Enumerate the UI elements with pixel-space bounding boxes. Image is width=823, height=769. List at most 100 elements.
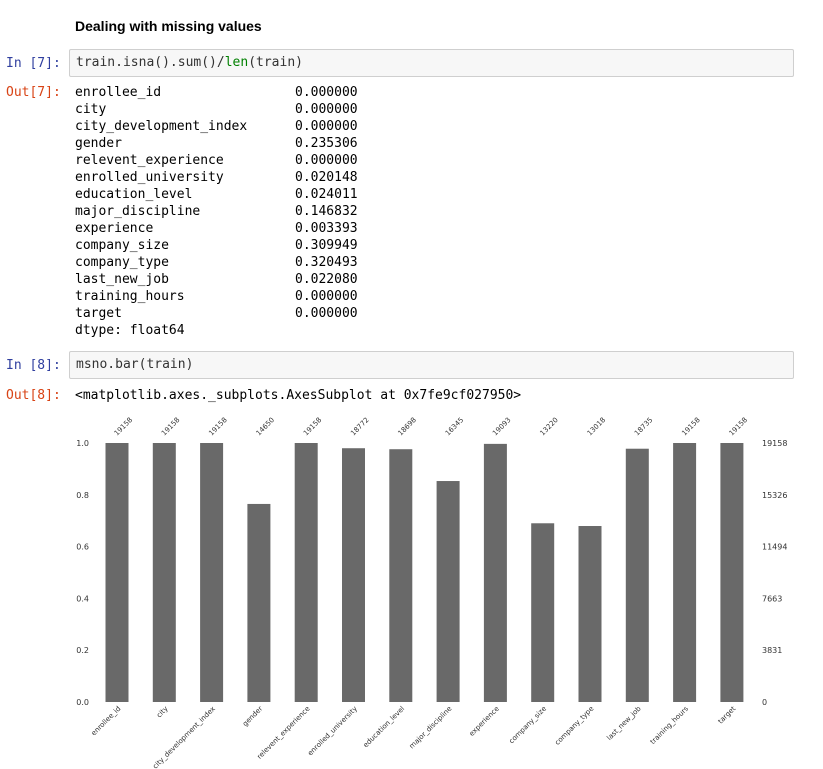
left-tick-label: 0.4	[76, 594, 89, 603]
bar	[436, 481, 460, 702]
series-value: 0.235306	[295, 136, 358, 151]
category-label: company_type	[553, 705, 595, 747]
series-name: experience	[75, 221, 154, 236]
bar	[720, 443, 744, 702]
series-row: major_discipline 0.146832	[75, 203, 358, 220]
series-value: 0.146832	[295, 204, 358, 219]
series-name: gender	[75, 136, 122, 151]
bar-top-label: 18735	[633, 416, 654, 437]
category-label: relevent_experience	[256, 705, 312, 761]
right-tick-label: 0	[762, 698, 767, 707]
missingno-bar-chart: 0.0 0.2 0.4 0.6 0.8 1.0 0 3831 7663 11494 15326 191…	[76, 416, 787, 769]
series-row: company_size 0.309949	[75, 237, 358, 254]
category-label: company_size	[508, 705, 549, 746]
bar	[625, 448, 649, 702]
series-name: company_type	[75, 255, 169, 270]
input-prompt-7: In [7]:	[6, 56, 61, 71]
right-tick-label: 15326	[762, 491, 787, 500]
left-tick-label: 1.0	[76, 439, 89, 448]
bar-top-label: 19158	[302, 416, 323, 437]
series-value: 0.309949	[295, 238, 358, 253]
series-name: enrolled_university	[75, 170, 224, 185]
category-label: last_new_job	[605, 704, 643, 742]
series-value: 0.003393	[295, 221, 358, 236]
bar-top-label: 18772	[349, 416, 370, 437]
code-keyword: len	[224, 55, 249, 70]
output-prompt-7: Out[7]:	[6, 85, 61, 100]
output-repr: <matplotlib.axes._subplots.AxesSubplot a…	[75, 388, 522, 403]
series-name: city_development_index	[75, 119, 248, 134]
series-name: target	[75, 306, 122, 321]
series-name: enrollee_id	[75, 85, 162, 100]
series-name: major_discipline	[75, 204, 201, 219]
category-label: experience	[468, 705, 501, 738]
left-tick-label: 0.6	[76, 543, 89, 552]
category-label: training_hours	[649, 705, 690, 746]
bar	[578, 526, 602, 702]
bar	[200, 443, 224, 702]
category-label: education_level	[362, 705, 407, 750]
series-name: training_hours	[75, 289, 185, 304]
category-label: major_discipline	[408, 705, 454, 751]
bar-top-label: 19158	[680, 416, 701, 437]
series-row: training_hours 0.000000	[75, 288, 358, 305]
left-tick-label: 0.8	[76, 491, 89, 500]
category-label: target	[717, 705, 738, 726]
series-row: target 0.000000	[75, 305, 358, 322]
code-cell-8[interactable]: msno.bar(train)	[69, 351, 794, 379]
code-suffix: (train)	[248, 55, 303, 70]
series-row: education_level 0.024011	[75, 186, 358, 203]
series-value: 0.022080	[295, 272, 358, 287]
series-value: 0.000000	[295, 306, 358, 321]
category-label: enrolled_university	[306, 705, 359, 758]
series-value: 0.000000	[295, 289, 358, 304]
bar-top-label: 19158	[207, 416, 228, 437]
section-heading: Dealing with missing values	[75, 18, 262, 34]
bar	[483, 443, 507, 702]
bar-top-label: 19158	[160, 416, 181, 437]
bar	[294, 443, 318, 702]
series-row: city 0.000000	[75, 101, 358, 118]
series-value: 0.000000	[295, 85, 358, 100]
bar	[673, 443, 697, 702]
series-row: gender 0.235306	[75, 135, 358, 152]
series-name: relevent_experience	[75, 153, 224, 168]
bar	[531, 523, 555, 702]
bar-top-label: 13018	[586, 416, 607, 437]
left-tick-label: 0.2	[76, 646, 89, 655]
series-dtype: dtype: float64	[75, 323, 185, 338]
input-prompt-8: In [8]:	[6, 358, 61, 373]
series-name: city	[75, 102, 107, 117]
bar	[342, 448, 365, 702]
bar-top-label: 16345	[444, 416, 465, 437]
series-value: 0.020148	[295, 170, 358, 185]
category-label: city	[155, 705, 170, 720]
bar	[152, 443, 176, 702]
series-row: relevent_experience 0.000000	[75, 152, 358, 169]
output-prompt-8: Out[8]:	[6, 388, 61, 403]
right-tick-label: 3831	[762, 646, 782, 655]
series-value: 0.024011	[295, 187, 358, 202]
series-row: last_new_job 0.022080	[75, 271, 358, 288]
right-tick-label: 7663	[762, 594, 782, 603]
code-prefix: train.isna().sum()/	[76, 55, 225, 70]
left-tick-label: 0.0	[76, 698, 89, 707]
right-tick-label: 11494	[762, 543, 787, 552]
bar-top-label: 18698	[397, 416, 418, 437]
series-output: enrollee_id 0.000000 city 0.000000 city_deve…	[75, 84, 358, 339]
series-name: company_size	[75, 238, 169, 253]
series-value: 0.000000	[295, 153, 358, 168]
bar	[247, 503, 271, 702]
code-cell-7[interactable]: train.isna().sum()/len(train)	[69, 49, 794, 77]
series-value: 0.000000	[295, 119, 358, 134]
bar-top-label: 19158	[113, 416, 134, 437]
bar-top-label: 13220	[538, 416, 559, 437]
series-row: enrolled_university 0.020148	[75, 169, 358, 186]
bar-top-label: 14650	[255, 416, 276, 437]
bar-top-label: 19158	[728, 416, 749, 437]
series-row: enrollee_id 0.000000	[75, 84, 358, 101]
bar	[105, 443, 129, 702]
category-label: enrollee_id	[90, 705, 123, 738]
series-value: 0.320493	[295, 255, 358, 270]
bar	[389, 449, 413, 702]
